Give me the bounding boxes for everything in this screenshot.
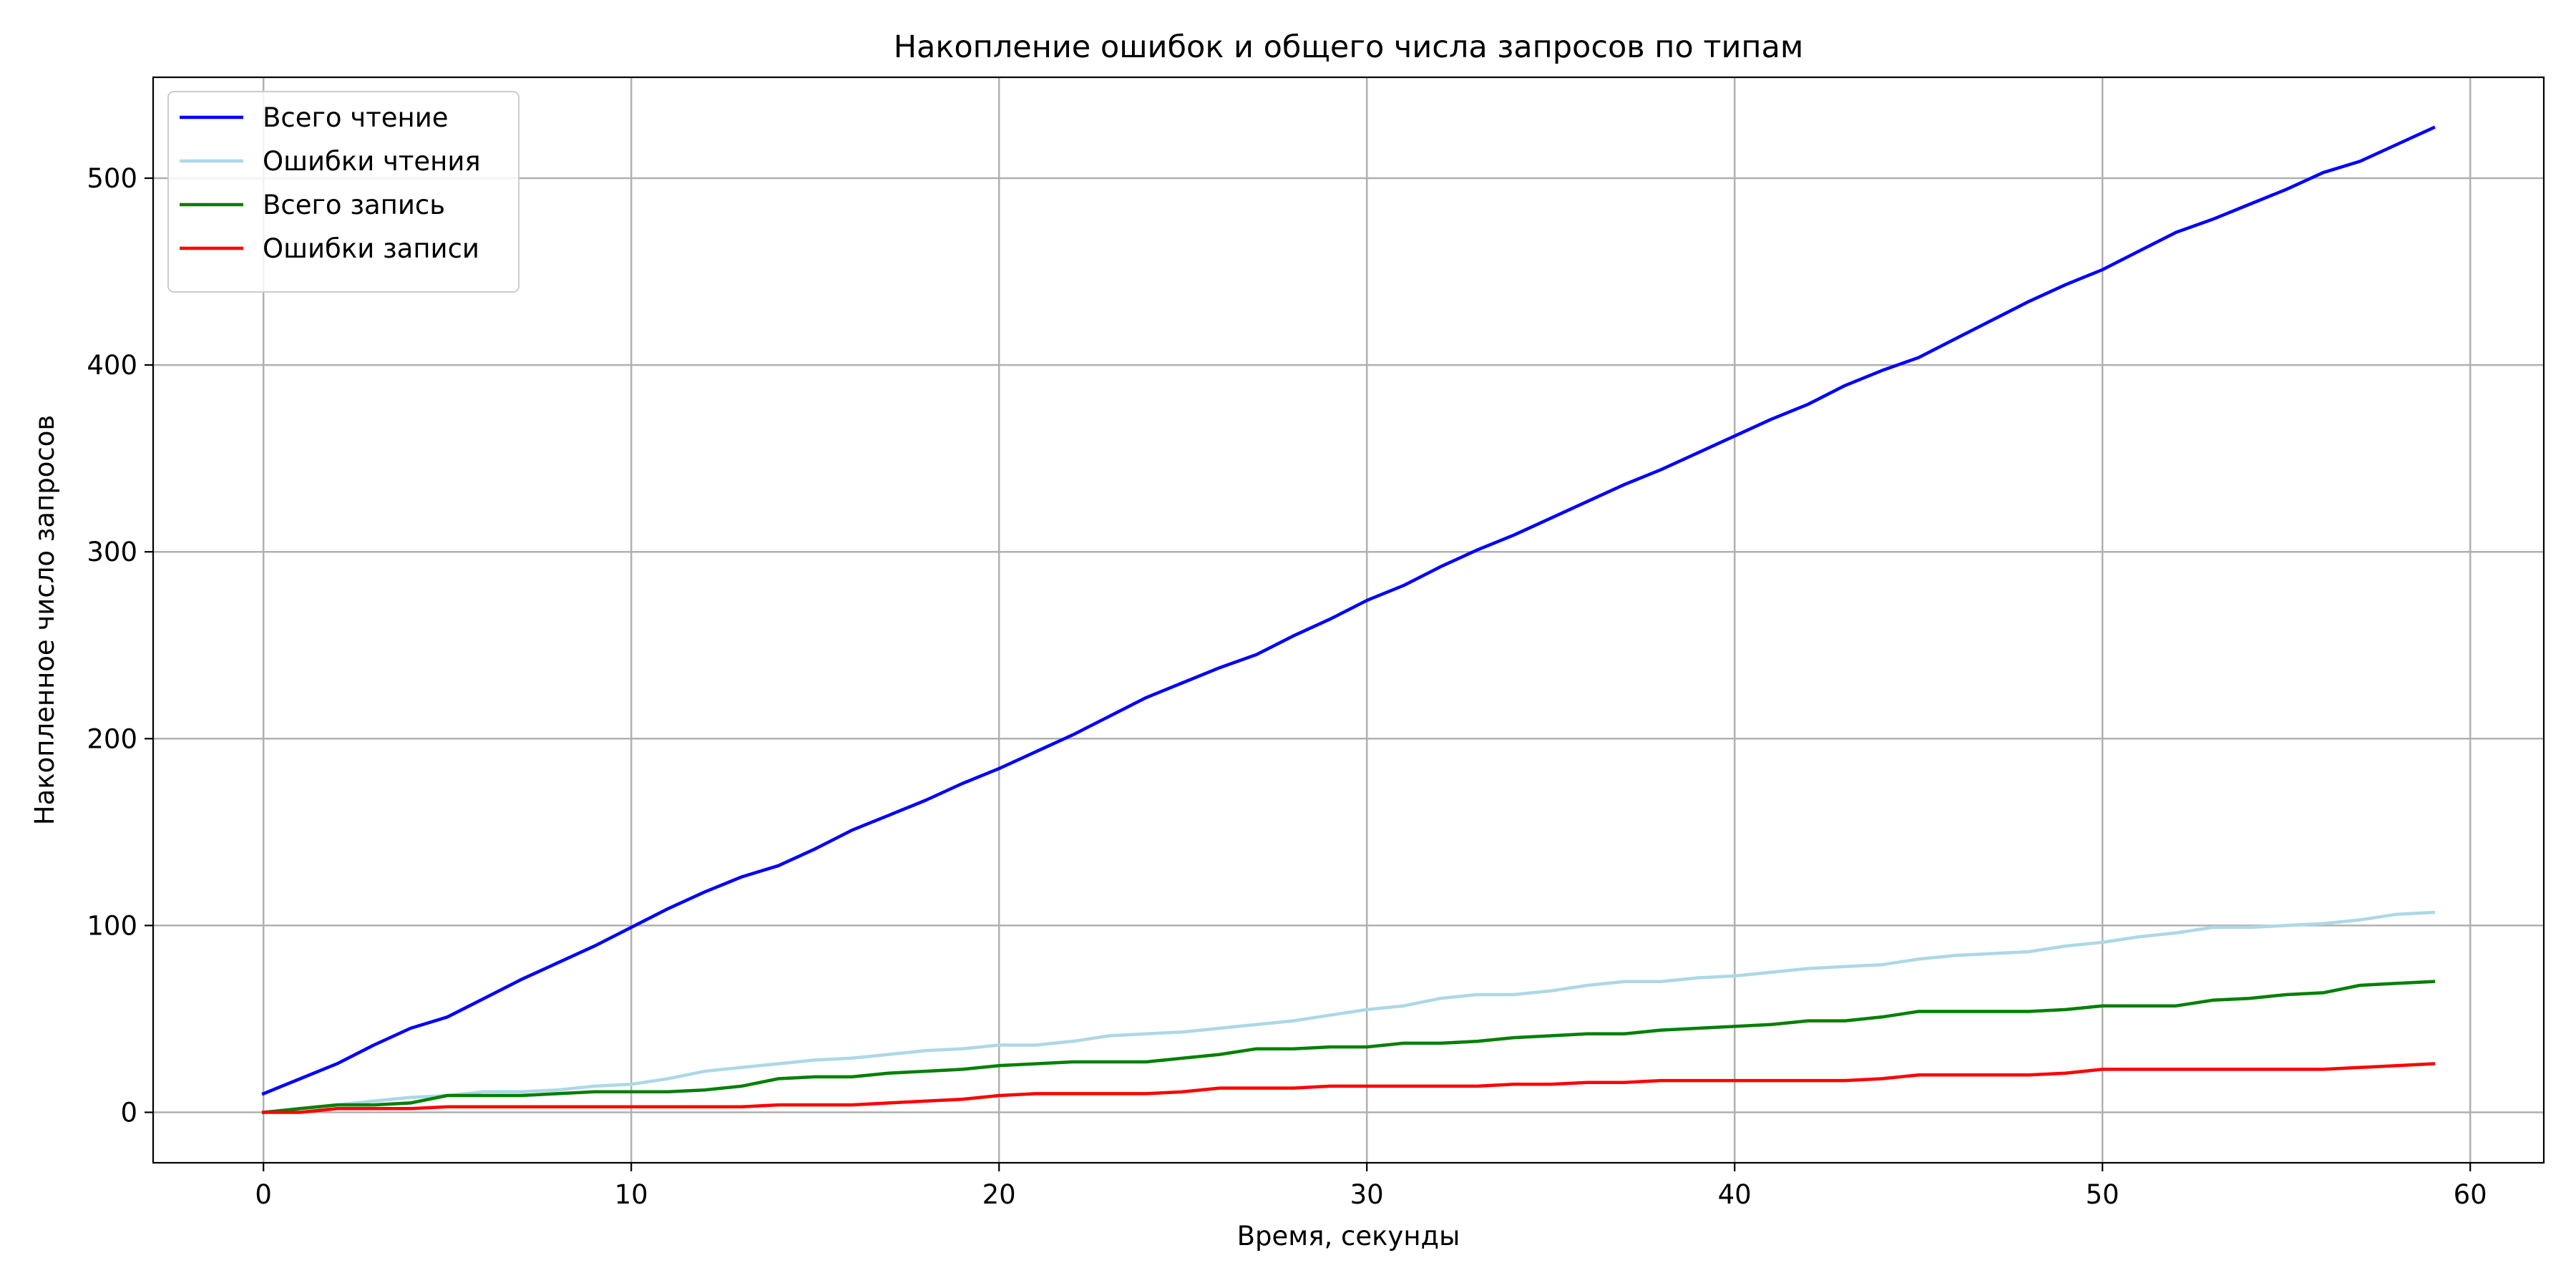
y-axis-label: Накопленное число запросов <box>29 415 60 825</box>
legend-label: Ошибки чтения <box>263 146 481 177</box>
axis-ticks: 0 10 20 30 40 50 60 0 100 200 300 400 500 <box>87 163 2487 1210</box>
x-tick-label: 10 <box>615 1179 648 1210</box>
y-tick-label: 200 <box>87 723 137 754</box>
y-tick-label: 100 <box>87 910 137 941</box>
series-line-4 <box>261 1062 2436 1114</box>
x-tick-label: 20 <box>982 1179 1016 1210</box>
y-tick-label: 300 <box>87 537 137 567</box>
legend-label: Ошибки записи <box>263 233 479 264</box>
x-tick-label: 60 <box>2454 1179 2487 1210</box>
y-tick-label: 0 <box>120 1098 137 1128</box>
x-tick-label: 40 <box>1718 1179 1752 1210</box>
x-axis-label: Время, секунды <box>1237 1221 1460 1252</box>
chart-title: Накопление ошибок и общего числа запросо… <box>894 29 1804 65</box>
x-tick-label: 50 <box>2086 1179 2119 1210</box>
legend: Всего чтение Ошибки чтения Всего запись Оши… <box>167 91 519 293</box>
series-line-1 <box>261 125 2436 1096</box>
legend-box <box>167 91 519 293</box>
legend-label: Всего чтение <box>263 102 449 133</box>
grid <box>153 77 2544 1163</box>
series-line-2 <box>261 910 2436 1114</box>
x-tick-label: 30 <box>1350 1179 1384 1210</box>
series-lines <box>261 125 2436 1114</box>
legend-label: Всего запись <box>263 190 445 220</box>
x-tick-label: 0 <box>255 1179 272 1210</box>
y-tick-label: 500 <box>87 163 137 194</box>
series-line-3 <box>261 980 2436 1114</box>
y-tick-label: 400 <box>87 350 137 381</box>
plot-frame <box>152 76 2545 1164</box>
